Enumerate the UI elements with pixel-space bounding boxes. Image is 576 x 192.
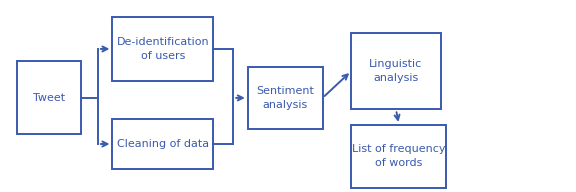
Bar [112,119,213,169]
Bar [17,61,81,134]
Bar [351,125,446,188]
Text: List of frequency
of words: List of frequency of words [352,145,446,169]
Text: Cleaning of data: Cleaning of data [117,139,209,149]
Text: Tweet: Tweet [33,93,65,103]
Text: Sentiment
analysis: Sentiment analysis [256,86,314,110]
Bar [351,33,441,109]
Text: Linguistic
analysis: Linguistic analysis [369,59,423,83]
Bar [248,67,323,129]
Bar [112,17,213,81]
Text: De-identification
of users: De-identification of users [116,37,209,61]
